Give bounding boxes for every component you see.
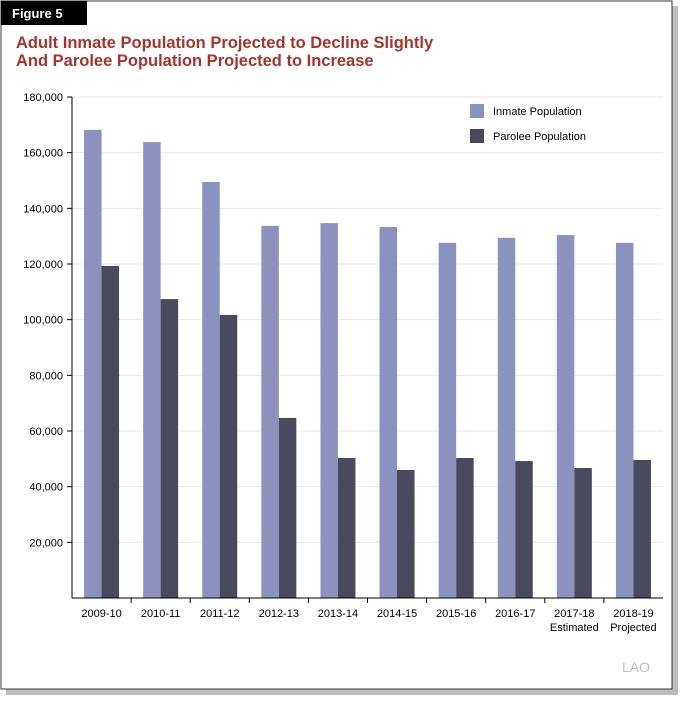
chart-title: And Parolee Population Projected to Incr… bbox=[16, 52, 374, 70]
y-tick-label: 140,000 bbox=[23, 203, 63, 215]
y-tick-label: 80,000 bbox=[29, 370, 63, 382]
bar bbox=[261, 225, 279, 598]
y-tick-label: 20,000 bbox=[29, 537, 63, 549]
x-tick-sublabel: Projected bbox=[610, 622, 656, 634]
figure-tab bbox=[1, 1, 87, 25]
bar bbox=[574, 468, 592, 598]
bar bbox=[84, 129, 102, 599]
plot: 20,000 40,000 60,000 80,000 100,000 120,000 14… bbox=[23, 92, 663, 634]
x-tick-sublabel: Estimated bbox=[550, 622, 599, 634]
bar bbox=[219, 314, 238, 598]
y-tick-label: 180,000 bbox=[23, 92, 63, 104]
x-tick-label: 2018-19 bbox=[613, 608, 653, 620]
bar bbox=[143, 142, 161, 598]
logo: LAO bbox=[622, 659, 650, 675]
legend-label: Inmate Population bbox=[493, 106, 582, 118]
bar bbox=[278, 417, 297, 598]
bar bbox=[456, 457, 474, 598]
bar bbox=[438, 242, 457, 598]
x-tick-label: 2013-14 bbox=[318, 608, 358, 620]
x-tick-label: 2015-16 bbox=[436, 608, 476, 620]
x-tick-label: 2014-15 bbox=[377, 608, 417, 620]
bar bbox=[160, 299, 179, 598]
bar bbox=[202, 181, 220, 598]
y-tick-label: 60,000 bbox=[29, 426, 63, 438]
bar bbox=[497, 237, 516, 598]
y-tick-label: 40,000 bbox=[29, 482, 63, 494]
x-tick-label: 2016-17 bbox=[495, 608, 535, 620]
x-tick-label: 2011-12 bbox=[200, 608, 240, 620]
bar bbox=[515, 461, 533, 598]
bar bbox=[320, 223, 338, 598]
bar bbox=[337, 457, 356, 598]
legend-label: Parolee Population bbox=[493, 131, 586, 143]
x-tick-label: 2017-18 bbox=[554, 608, 594, 620]
figure-label: Figure 5 bbox=[12, 6, 63, 21]
legend-swatch bbox=[470, 104, 484, 118]
legend-swatch bbox=[470, 129, 484, 143]
x-tick-label: 2012-13 bbox=[259, 608, 299, 620]
y-tick-label: 120,000 bbox=[23, 259, 63, 271]
bar bbox=[101, 265, 120, 598]
bar bbox=[556, 235, 575, 598]
bar bbox=[615, 242, 634, 598]
x-tick-label: 2009-10 bbox=[81, 608, 121, 620]
bar bbox=[379, 226, 398, 598]
chart-title: Adult Inmate Population Projected to Dec… bbox=[16, 34, 434, 52]
y-tick-label: 160,000 bbox=[23, 148, 63, 160]
y-tick-label: 100,000 bbox=[23, 315, 63, 327]
x-tick-label: 2010-11 bbox=[141, 608, 181, 620]
bar bbox=[633, 459, 651, 598]
bar bbox=[397, 469, 415, 598]
